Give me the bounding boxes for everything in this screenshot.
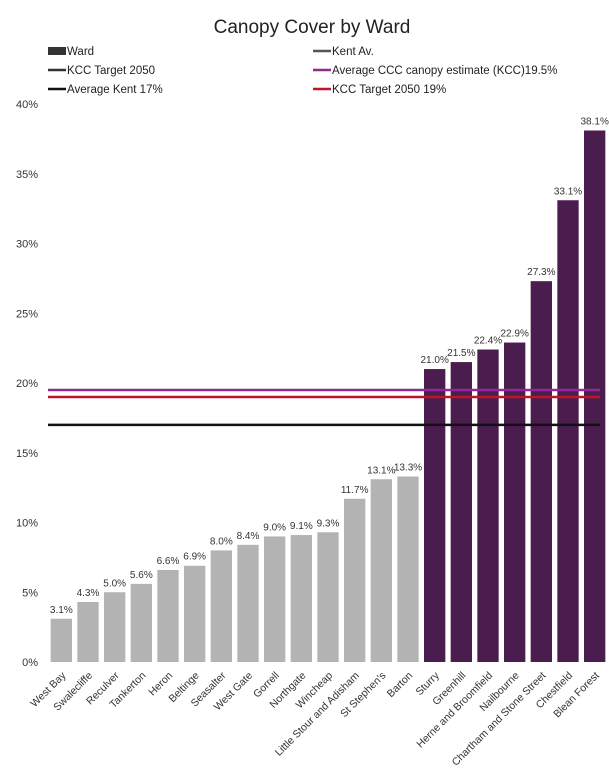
data-label: 8.0% <box>210 536 233 547</box>
data-label: 21.5% <box>447 348 475 359</box>
legend-swatch-0 <box>48 47 66 55</box>
legend: Ward Kent Av. KCC Target 2050 Average CCC c… <box>48 46 557 96</box>
legend-label-2: KCC Target 2050 <box>67 65 155 77</box>
bar <box>424 369 446 662</box>
bar <box>397 476 419 662</box>
bar <box>477 349 499 662</box>
data-label: 5.6% <box>130 570 153 581</box>
y-tick-label: 5% <box>22 587 38 599</box>
legend-label-3: Average CCC canopy estimate (KCC)19.5% <box>332 65 557 77</box>
bar <box>237 544 259 662</box>
y-tick-label: 20% <box>16 378 38 390</box>
bar <box>264 536 286 662</box>
data-label: 27.3% <box>527 267 555 278</box>
data-label: 3.1% <box>50 605 73 616</box>
legend-label-5: KCC Target 2050 19% <box>332 84 446 96</box>
data-label: 4.3% <box>77 588 100 599</box>
data-label: 13.1% <box>367 465 395 476</box>
data-labels: 3.1% 4.3%5.0% 5.6% 6.6% 6.9% 8.0% 8.4%9.0% 9.1%… <box>50 117 609 616</box>
bar <box>210 550 232 662</box>
bar <box>317 532 339 662</box>
x-axis: West BaySwalecliffeReculverTankertonHero… <box>28 669 602 768</box>
bar <box>50 618 72 662</box>
bar <box>450 362 472 662</box>
bar <box>370 479 392 662</box>
bar <box>290 535 312 662</box>
data-label: 8.4% <box>237 531 260 542</box>
data-label: 5.0% <box>103 578 126 589</box>
data-label: 11.7% <box>341 485 369 496</box>
bar <box>344 498 366 662</box>
legend-label-0: Ward <box>67 46 94 58</box>
data-label: 33.1% <box>554 186 582 197</box>
y-tick-label: 40% <box>16 99 38 111</box>
bar <box>130 583 152 662</box>
legend-label-4: Average Kent 17% <box>67 84 163 96</box>
data-label: 21.0% <box>420 355 448 366</box>
bar <box>157 569 179 662</box>
bar <box>504 342 526 662</box>
bar <box>530 281 552 662</box>
y-tick-label: 15% <box>16 448 38 460</box>
y-tick-label: 0% <box>22 657 38 669</box>
reference-lines <box>48 388 600 427</box>
data-label: 22.9% <box>500 329 528 340</box>
data-label: 9.3% <box>317 518 340 529</box>
y-tick-label: 10% <box>16 518 38 530</box>
bar <box>184 565 206 662</box>
data-label: 22.4% <box>474 336 502 347</box>
bar <box>104 592 126 662</box>
chart-title: Canopy Cover by Ward <box>214 17 411 38</box>
y-axis: 0% 5% 10% 15% 20% 25% 30% 35% 40% <box>16 99 38 669</box>
x-tick-label: Barton <box>385 670 415 700</box>
y-tick-label: 25% <box>16 308 38 320</box>
data-label: 6.6% <box>157 556 180 567</box>
data-label: 9.0% <box>263 522 286 533</box>
bar <box>557 200 579 662</box>
data-label: 13.3% <box>394 462 422 473</box>
data-label: 9.1% <box>290 521 313 532</box>
y-tick-label: 30% <box>16 239 38 251</box>
data-label: 6.9% <box>183 552 206 563</box>
legend-label-1: Kent Av. <box>332 46 374 58</box>
data-label: 38.1% <box>580 117 608 128</box>
bar <box>77 602 99 662</box>
bars <box>50 130 606 662</box>
y-tick-label: 35% <box>16 169 38 181</box>
